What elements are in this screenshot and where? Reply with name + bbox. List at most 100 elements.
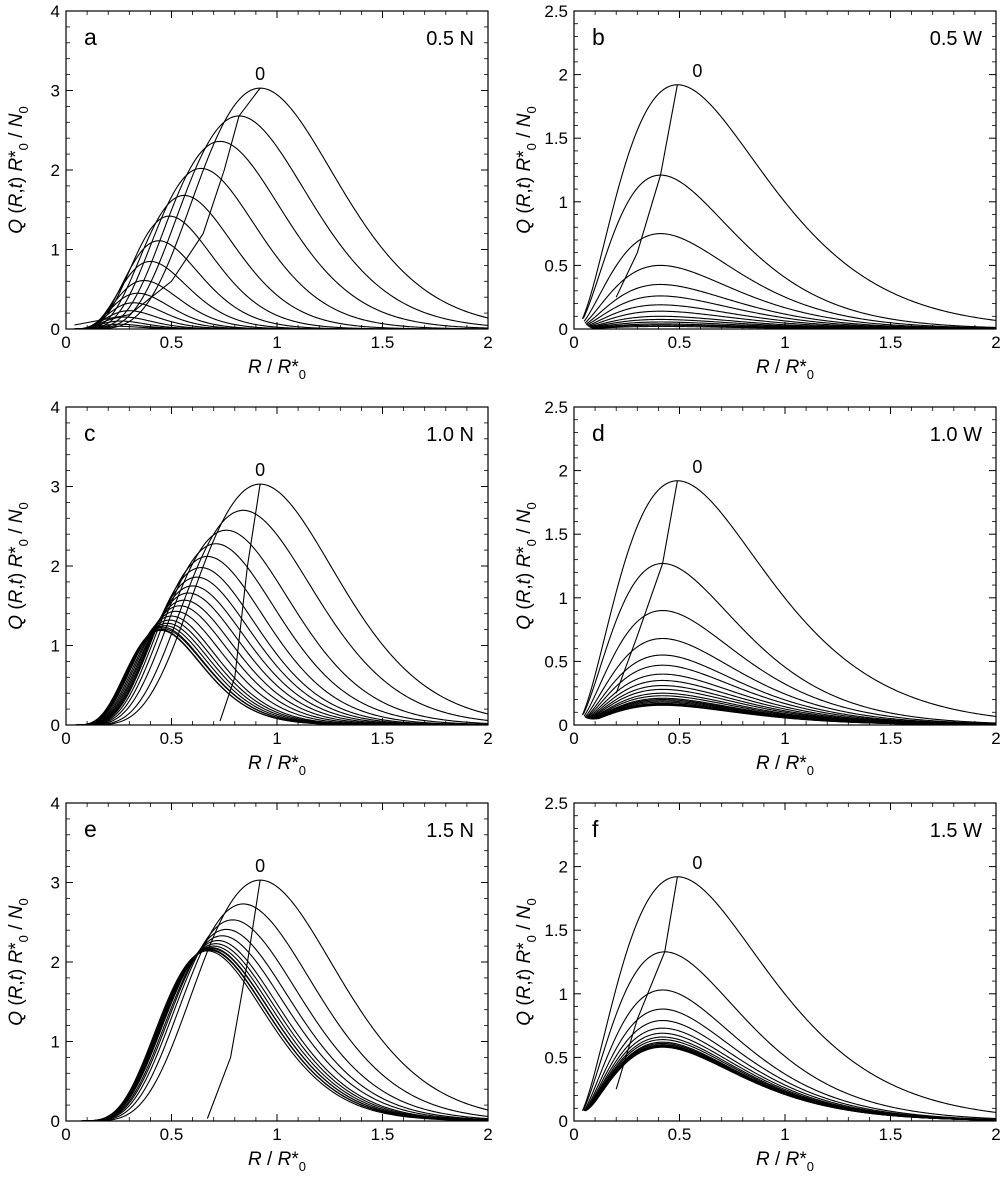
x-tick-label: 0 [569, 729, 578, 748]
y-tick-label: 4 [51, 794, 60, 813]
series-line-2 [74, 529, 488, 725]
series-line-3 [584, 264, 996, 329]
x-axis-label: R / R*0 [756, 753, 814, 778]
x-tick-label: 2 [991, 1125, 1000, 1144]
series-group [74, 879, 488, 1121]
panel-condition: 1.0 N [426, 424, 474, 446]
x-tick-label: 0.5 [668, 729, 692, 748]
x-axis-label: R / R*0 [756, 357, 814, 382]
first-curve-label: 0 [692, 61, 702, 81]
x-tick-label: 1 [272, 729, 281, 748]
x-tick-label: 0.5 [668, 333, 692, 352]
y-tick-label: 1 [51, 637, 60, 656]
series-line-0 [581, 876, 996, 1113]
y-tick-label: 2 [559, 858, 568, 877]
series-line-1 [582, 951, 996, 1120]
y-tick-label: 0 [559, 320, 568, 339]
x-tick-label: 1.5 [879, 1125, 903, 1144]
series-line-0 [74, 879, 488, 1121]
series-line-2 [583, 609, 996, 725]
series-line-13 [74, 950, 488, 1121]
panel-letter: f [592, 816, 599, 842]
y-tick-label: 1 [51, 1033, 60, 1052]
series-line-5 [74, 939, 488, 1121]
x-tick-label: 0.5 [160, 729, 184, 748]
first-curve-label: 0 [255, 856, 265, 876]
x-tick-label: 1 [780, 729, 789, 748]
series-line-3 [584, 637, 996, 725]
series-line-4 [74, 555, 488, 725]
y-tick-label: 2 [51, 557, 60, 576]
y-tick-label: 2.5 [544, 398, 568, 417]
y-tick-label: 3 [51, 478, 60, 497]
peak-trajectory-line [615, 480, 678, 694]
peak-trajectory-line [219, 484, 261, 722]
y-tick-label: 1 [559, 589, 568, 608]
y-tick-label: 4 [51, 398, 60, 417]
peak-trajectory-line [206, 880, 261, 1119]
series-line-13 [593, 325, 996, 329]
y-tick-label: 0 [51, 320, 60, 339]
x-tick-label: 0.5 [668, 1125, 692, 1144]
panel-letter: b [592, 24, 605, 50]
x-tick-label: 1.5 [371, 333, 395, 352]
y-tick-label: 2.5 [544, 2, 568, 21]
series-line-15 [74, 325, 488, 329]
y-tick-label: 2 [559, 66, 568, 85]
y-axis-label: Q (R,t) R*0 / N0 [6, 502, 31, 629]
series-line-12 [592, 1044, 996, 1121]
series-group [581, 84, 996, 329]
x-tick-label: 1 [272, 333, 281, 352]
series-line-14 [74, 323, 488, 329]
panel-a: 0 0.5 1 1.5 2 0 1 2 3 4 R / R*0 Q (R,t) R*0 / N0 a 0.… [0, 0, 500, 392]
series-line-3 [74, 167, 488, 329]
series-line-19 [74, 629, 488, 725]
y-tick-label: 2 [51, 161, 60, 180]
chart-d: 0 0.5 1 1.5 2 0 0.5 1 1.5 2 2.5 R / R*0 Q (R,t) R*0 … [514, 398, 1001, 778]
plot-frame [573, 10, 997, 330]
series-line-13 [592, 1045, 996, 1121]
series-line-2 [583, 233, 996, 329]
panel-letter: d [592, 420, 605, 446]
series-line-8 [74, 947, 488, 1121]
series-line-1 [74, 509, 488, 725]
y-tick-label: 0.5 [544, 256, 568, 275]
series-line-1 [582, 562, 996, 724]
y-tick-label: 0 [559, 716, 568, 735]
x-tick-label: 1.5 [371, 729, 395, 748]
chart-f: 0 0.5 1 1.5 2 0 0.5 1 1.5 2 2.5 R / R*0 Q (R,t) R*0 … [514, 794, 1001, 1174]
x-tick-label: 2 [483, 333, 492, 352]
x-axis-label: R / R*0 [756, 1149, 814, 1174]
panel-d: 0 0.5 1 1.5 2 0 0.5 1 1.5 2 2.5 R / R*0 Q (R,t) R*0 … [508, 396, 1006, 788]
series-line-7 [74, 945, 488, 1121]
panel-condition: 0.5 W [930, 28, 982, 50]
chart-e: 0 0.5 1 1.5 2 0 1 2 3 4 R / R*0 Q (R,t) R*0 / N0 e 1.… [6, 794, 493, 1174]
y-tick-label: 0 [559, 1112, 568, 1131]
series-line-0 [581, 480, 996, 717]
series-line-3 [74, 543, 488, 725]
series-line-6 [74, 943, 488, 1121]
chart-c: 0 0.5 1 1.5 2 0 1 2 3 4 R / R*0 Q (R,t) R*0 / N0 c 1.… [6, 398, 493, 778]
panel-condition: 1.5 N [426, 820, 474, 842]
panel-condition: 0.5 N [426, 28, 474, 50]
series-group [74, 483, 488, 725]
series-line-0 [74, 483, 488, 725]
series-line-9 [589, 1041, 996, 1121]
series-line-4 [74, 935, 488, 1121]
series-line-7 [74, 260, 488, 329]
plot-frame [65, 10, 489, 330]
y-tick-label: 2 [51, 953, 60, 972]
x-axis-label: R / R*0 [248, 1149, 306, 1174]
x-tick-label: 0 [61, 729, 70, 748]
series-line-0 [74, 87, 488, 329]
y-tick-label: 1 [559, 985, 568, 1004]
y-tick-label: 1.5 [544, 525, 568, 544]
x-tick-label: 1.5 [371, 1125, 395, 1144]
panel-c: 0 0.5 1 1.5 2 0 1 2 3 4 R / R*0 Q (R,t) R*0 / N0 c 1.… [0, 396, 500, 788]
x-tick-label: 0 [569, 333, 578, 352]
y-tick-label: 0 [51, 1112, 60, 1131]
x-tick-label: 0.5 [160, 1125, 184, 1144]
series-line-2 [74, 919, 488, 1121]
peak-trajectory-line [74, 87, 261, 326]
